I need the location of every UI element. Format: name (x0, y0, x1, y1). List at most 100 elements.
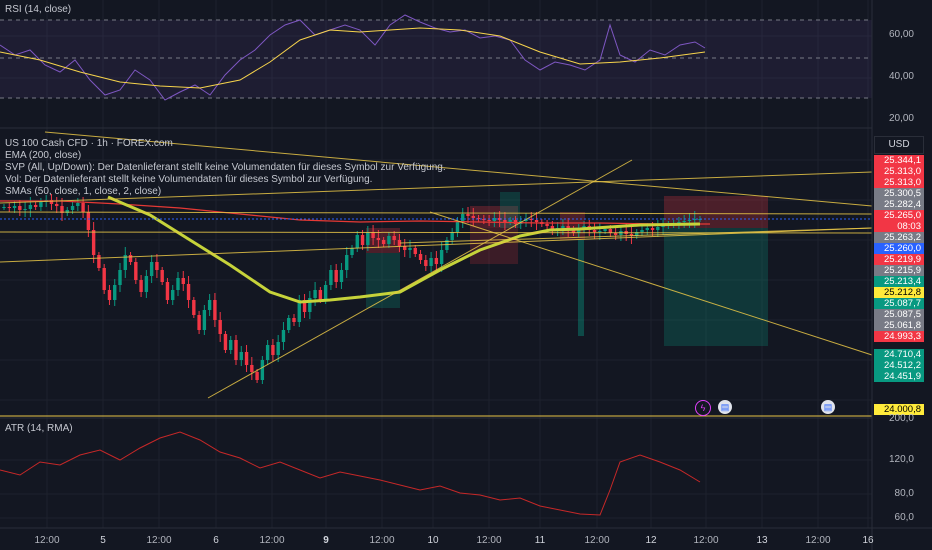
rsi-label[interactable]: RSI (14, close) (5, 4, 72, 15)
rsi-band (0, 20, 872, 98)
candle-body (450, 232, 454, 240)
candle-body (529, 219, 533, 220)
candle-body (155, 262, 159, 270)
candle-body (281, 330, 286, 342)
candle-body (160, 270, 164, 282)
price-tag: 24.000,8 (874, 404, 924, 415)
candle-body (287, 318, 291, 330)
candle-body (123, 255, 127, 270)
candle-body (70, 206, 75, 210)
candle-body (229, 340, 233, 350)
trendline (0, 211, 873, 215)
candle-body (471, 216, 475, 218)
candle-body (345, 255, 349, 270)
candle-body (244, 352, 249, 365)
price-tag: 25.300,5 (874, 188, 924, 199)
candle-body (376, 238, 381, 240)
candle-body (292, 318, 296, 322)
candle-body (308, 298, 312, 312)
candle-body (49, 200, 54, 204)
candle-body (134, 262, 138, 280)
position-zone (664, 228, 768, 346)
candle-body (461, 214, 465, 222)
candle-body (313, 290, 317, 298)
candle-body (171, 290, 175, 300)
candle-body (434, 258, 439, 264)
candle-body (239, 352, 243, 360)
candle-body (39, 202, 43, 207)
currency-button[interactable]: USD (874, 136, 924, 154)
candle-body (76, 203, 80, 206)
price-tag: 25.213,4 (874, 276, 924, 287)
us-flag-icon[interactable]: ▤ (718, 400, 732, 414)
candle-body (181, 278, 185, 284)
time-label: 12:00 (805, 535, 831, 546)
candle-body (381, 240, 386, 244)
candle-body (176, 278, 180, 290)
ema-legend[interactable]: EMA (200, close) (5, 150, 82, 161)
candle-body (424, 260, 428, 266)
candle-body (323, 285, 328, 300)
price-tag: 08:03 (874, 221, 924, 232)
atr-tick-80: 80,0 (894, 488, 914, 499)
time-label: 9 (323, 535, 329, 546)
candle-body (682, 221, 686, 222)
candle-body (455, 222, 460, 232)
candle-body (144, 276, 149, 292)
price-tag: 25.260,0 (874, 243, 924, 254)
smas-legend[interactable]: SMAs (50, close, 1, close, 2, close) (5, 186, 162, 197)
symbol-title[interactable]: US 100 Cash CFD · 1h · FOREX.com (5, 138, 173, 149)
candle-body (366, 232, 370, 245)
svp-legend[interactable]: SVP (All, Up/Down): Der Datenlieferant s… (5, 162, 446, 173)
price-tag: 25.219,9 (874, 254, 924, 265)
candle-body (2, 207, 6, 208)
candle-body (687, 220, 692, 221)
price-tag: 25.313,0 (874, 166, 924, 177)
candle-body (186, 284, 191, 300)
candle-body (113, 285, 117, 300)
vol-legend[interactable]: Vol: Der Datenlieferant stellt keine Vol… (5, 174, 373, 185)
time-label: 12:00 (693, 535, 719, 546)
candle-body (202, 310, 207, 330)
candle-body (413, 248, 417, 254)
candle-body (234, 340, 238, 360)
candle-body (318, 290, 323, 300)
candle-body (139, 280, 143, 292)
candle-body (418, 254, 423, 260)
candle-body (33, 205, 38, 207)
candle-body (408, 248, 412, 250)
candle-body (149, 262, 154, 276)
time-label: 11 (534, 535, 546, 546)
price-tag: 25.265,0 (874, 210, 924, 221)
candle-body (661, 226, 665, 227)
candle-body (334, 270, 338, 282)
candle-body (397, 240, 402, 246)
time-label: 12:00 (369, 535, 395, 546)
time-label: 16 (862, 535, 874, 546)
trendline (44, 131, 873, 207)
us-flag-icon[interactable]: ▤ (821, 400, 835, 414)
atr-label[interactable]: ATR (14, RMA) (5, 423, 73, 434)
price-tag: 25.087,5 (874, 309, 924, 320)
candle-body (350, 248, 354, 255)
atr-tick-120: 120,0 (888, 454, 914, 465)
rsi-tick-20: 20,00 (888, 113, 914, 124)
rsi-tick-40: 40,00 (888, 71, 914, 82)
position-zone (578, 240, 584, 336)
lightning-icon[interactable]: ϟ (695, 400, 711, 416)
candle-body (603, 229, 607, 231)
price-tag: 25.215,9 (874, 265, 924, 276)
candle-body (650, 228, 655, 230)
candle-body (55, 204, 59, 206)
candle-body (65, 210, 69, 213)
candle-body (387, 236, 391, 244)
candle-body (197, 315, 201, 330)
ema-200-series (0, 200, 710, 225)
candle-body (487, 220, 491, 221)
candle-body (508, 220, 512, 222)
candle-body (534, 220, 539, 222)
rsi-level-lines (0, 19, 872, 99)
atr-series (0, 431, 701, 516)
position-zone (366, 253, 400, 308)
